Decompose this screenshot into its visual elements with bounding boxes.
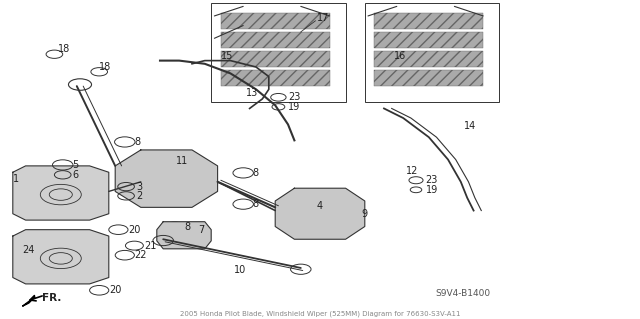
Bar — [374, 70, 483, 86]
Text: 16: 16 — [394, 51, 406, 61]
Bar — [221, 70, 330, 86]
Text: 4: 4 — [317, 201, 323, 211]
Text: 17: 17 — [317, 12, 329, 23]
Text: 10: 10 — [234, 264, 246, 275]
Polygon shape — [157, 222, 211, 249]
Text: 7: 7 — [198, 225, 205, 235]
Text: 23: 23 — [288, 92, 300, 102]
Text: 13: 13 — [246, 87, 259, 98]
Polygon shape — [13, 230, 109, 284]
Text: 21: 21 — [144, 241, 156, 251]
Text: 19: 19 — [426, 185, 438, 195]
Text: 14: 14 — [464, 121, 476, 131]
Text: 9: 9 — [362, 209, 368, 219]
Text: 6: 6 — [72, 170, 79, 180]
Text: 22: 22 — [134, 250, 147, 260]
Text: 2005 Honda Pilot Blade, Windshield Wiper (525MM) Diagram for 76630-S3V-A11: 2005 Honda Pilot Blade, Windshield Wiper… — [180, 311, 460, 317]
Bar — [211, 3, 346, 102]
Text: 19: 19 — [288, 102, 300, 112]
Text: 8: 8 — [184, 222, 191, 232]
Text: 2: 2 — [136, 191, 143, 201]
Text: 23: 23 — [426, 175, 438, 185]
Text: 1: 1 — [13, 174, 19, 184]
Bar — [374, 32, 483, 48]
Text: 5: 5 — [72, 160, 79, 170]
Bar — [221, 32, 330, 48]
Polygon shape — [275, 188, 365, 239]
Text: 20: 20 — [128, 225, 140, 235]
Bar — [374, 13, 483, 29]
Text: 8: 8 — [134, 137, 141, 147]
Text: FR.: FR. — [42, 293, 61, 303]
Polygon shape — [115, 150, 218, 207]
Text: 24: 24 — [22, 245, 35, 256]
Bar — [374, 51, 483, 67]
Text: 18: 18 — [99, 62, 111, 72]
Text: 12: 12 — [406, 166, 419, 176]
Text: 3: 3 — [136, 182, 143, 192]
Text: 8: 8 — [253, 199, 259, 209]
Text: 20: 20 — [109, 285, 121, 295]
Bar — [365, 3, 499, 102]
Text: 18: 18 — [58, 44, 70, 55]
Text: 11: 11 — [176, 156, 188, 166]
Bar — [221, 51, 330, 67]
Bar — [221, 13, 330, 29]
Text: 8: 8 — [253, 168, 259, 178]
Polygon shape — [22, 297, 35, 306]
Text: S9V4-B1400: S9V4-B1400 — [435, 289, 490, 298]
Polygon shape — [13, 166, 109, 220]
Text: 15: 15 — [221, 51, 233, 61]
